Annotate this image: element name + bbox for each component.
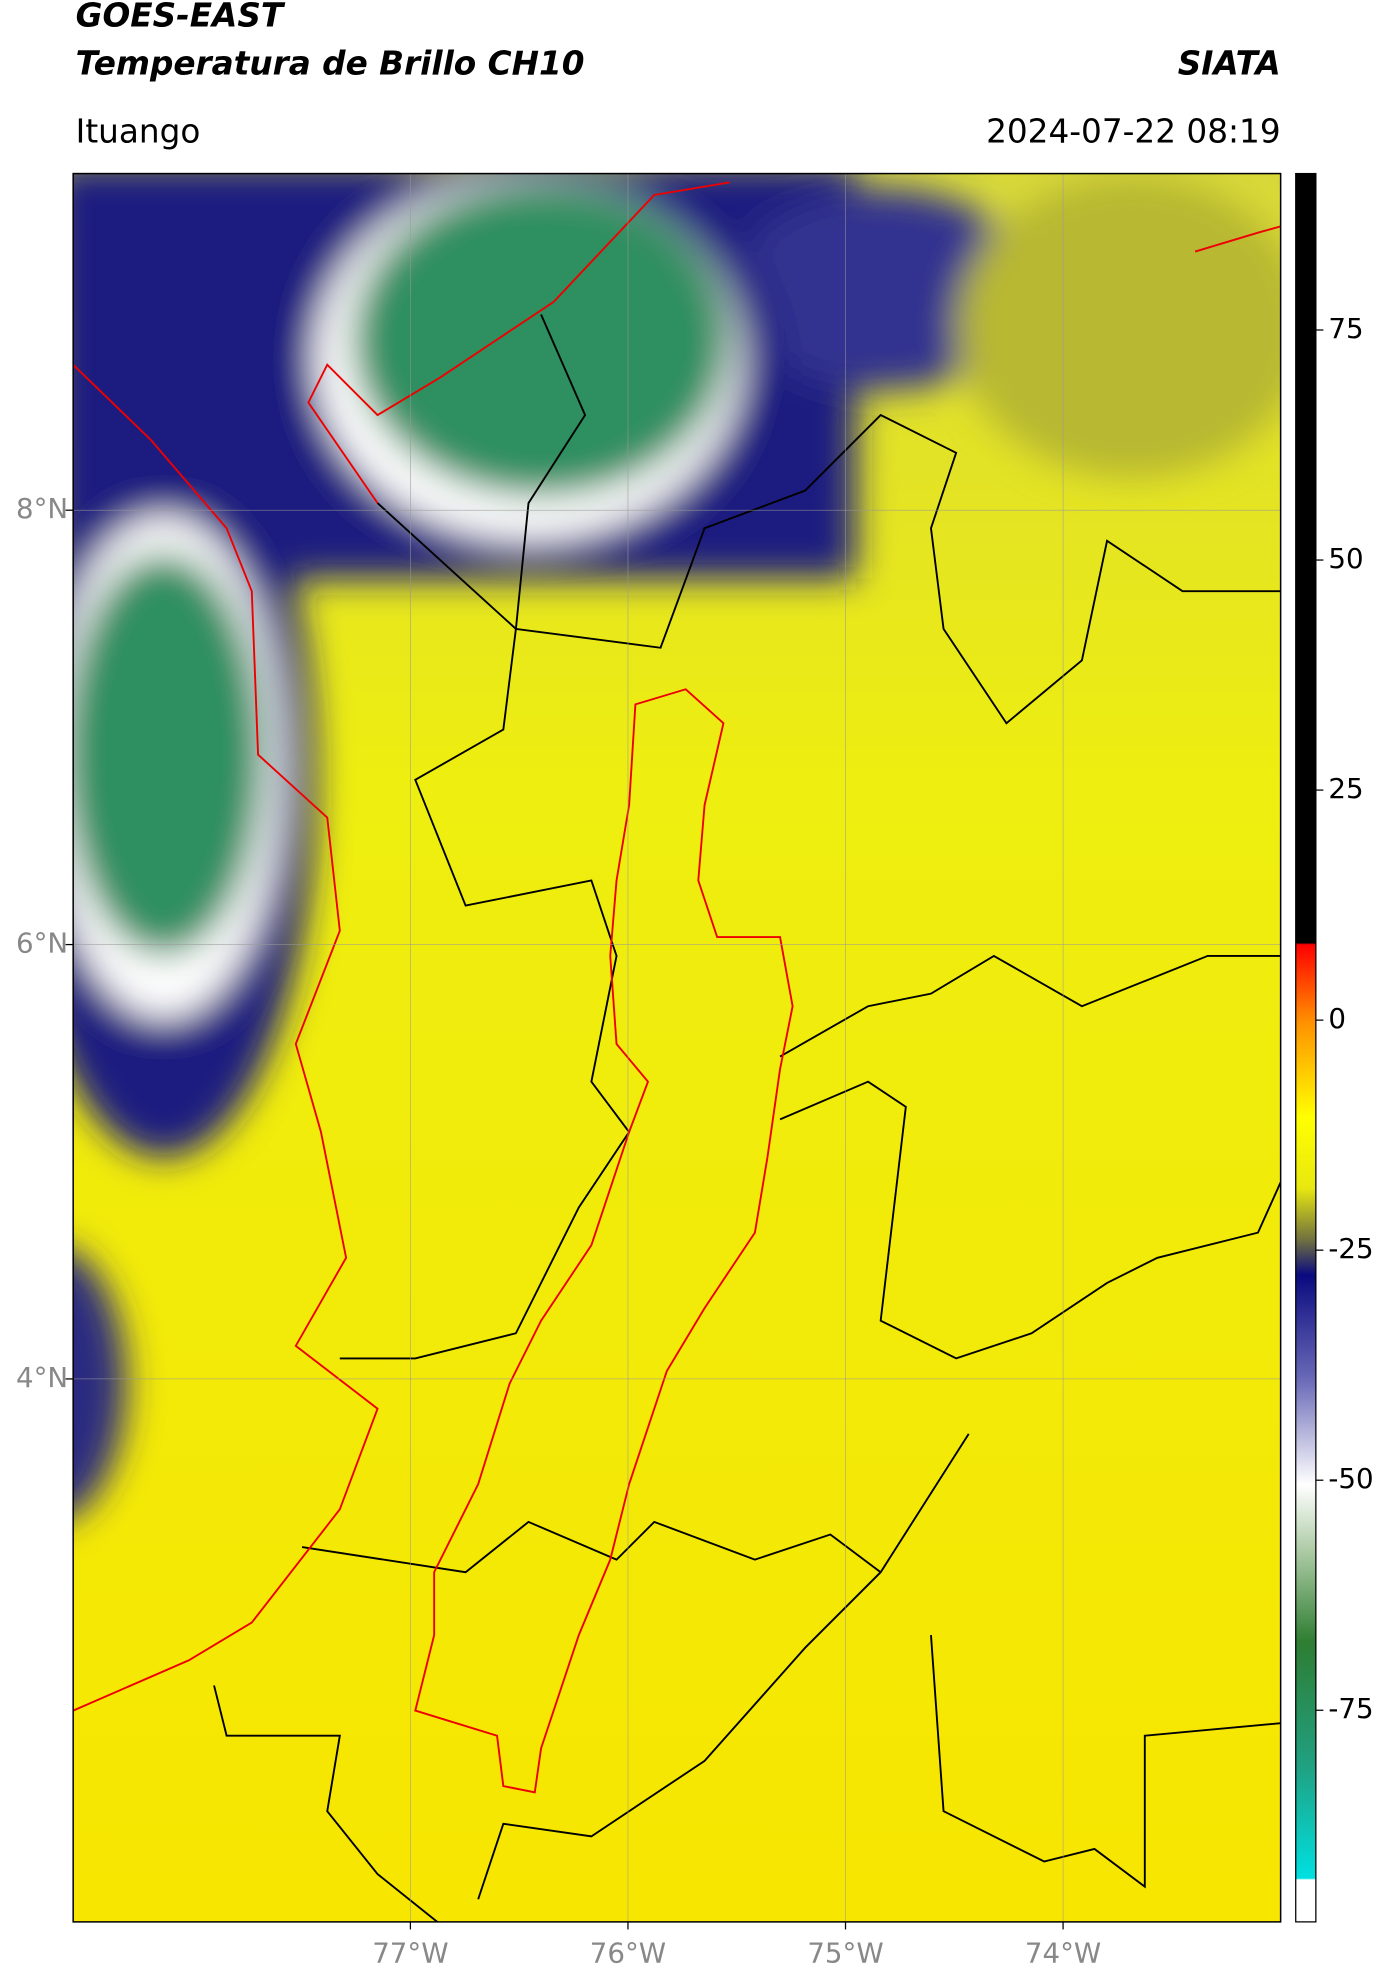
y-tick-label: 4°N	[16, 1361, 68, 1394]
x-tick-label: 74°W	[1025, 1937, 1101, 1970]
location: Ituango	[76, 112, 201, 150]
colorbar-tick-label: 50	[1328, 542, 1363, 575]
colorbar-tick-label: -25	[1328, 1232, 1373, 1265]
timestamp: 2024-07-22 08:19	[986, 112, 1281, 150]
map-image	[73, 173, 1281, 1922]
x-tick-label: 76°W	[590, 1937, 666, 1970]
x-tick-label: 75°W	[807, 1937, 883, 1970]
map-frame	[72, 172, 1282, 1923]
graticule	[73, 173, 1281, 1922]
y-tick-label: 8°N	[16, 492, 68, 525]
colorbar-tick-label: 25	[1328, 772, 1363, 805]
title: GOES-EAST	[76, 0, 286, 35]
colorbar-tick-label: -75	[1328, 1692, 1373, 1725]
subtitle: Temperatura de Brillo CH10	[76, 44, 585, 82]
colorbar-tick-label: -50	[1328, 1462, 1373, 1495]
colorbar-tick-label: 0	[1328, 1002, 1346, 1035]
x-tick-label: 77°W	[372, 1937, 448, 1970]
colorbar-tick-label: 75	[1328, 312, 1363, 345]
brand: SIATA	[1178, 44, 1281, 82]
y-tick-label: 6°N	[16, 927, 68, 960]
colorbar	[1295, 172, 1317, 1923]
